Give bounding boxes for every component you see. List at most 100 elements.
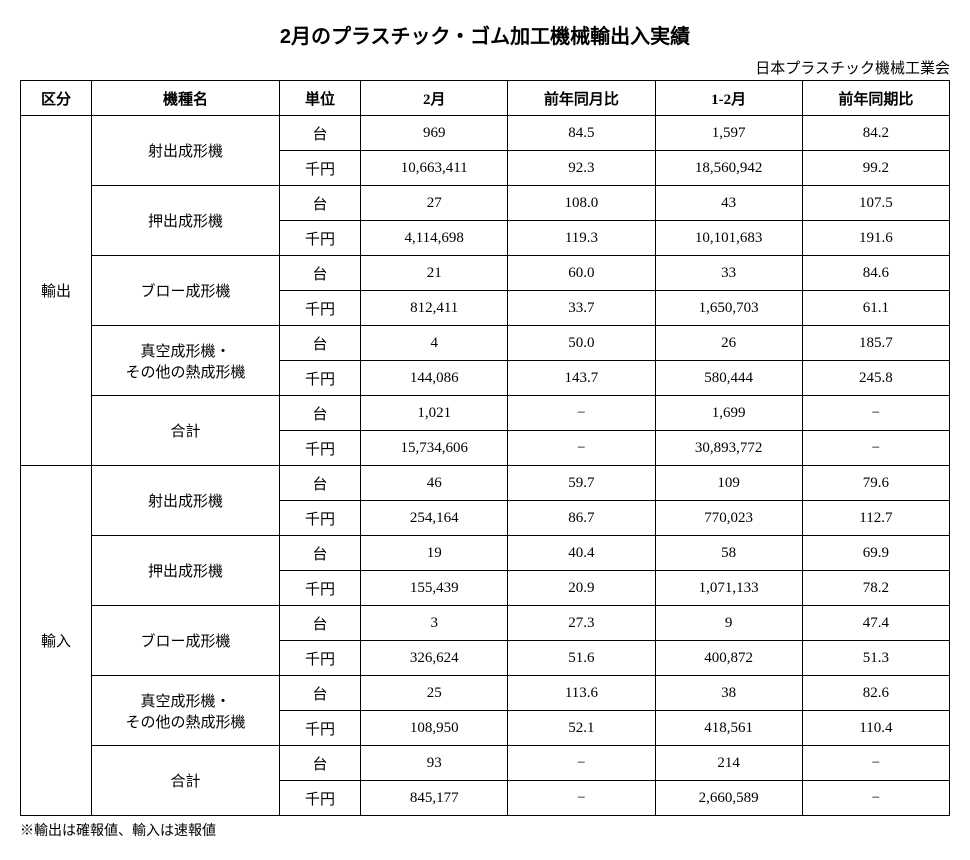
cell: 4,114,698 (361, 221, 508, 256)
cell: 326,624 (361, 641, 508, 676)
cell: 92.3 (508, 151, 655, 186)
unit-yen: 千円 (279, 781, 360, 816)
cell: 27.3 (508, 606, 655, 641)
cell: 51.6 (508, 641, 655, 676)
cell: − (508, 746, 655, 781)
cell: 110.4 (802, 711, 949, 746)
table-row: 真空成形機・ その他の熱成形機 台 25 113.6 38 82.6 (21, 676, 950, 711)
cell: 1,021 (361, 396, 508, 431)
cell: 30,893,772 (655, 431, 802, 466)
table-row: 輸入 射出成形機 台 46 59.7 109 79.6 (21, 466, 950, 501)
cell: 60.0 (508, 256, 655, 291)
cell: − (802, 781, 949, 816)
cell: 19 (361, 536, 508, 571)
cell: 51.3 (802, 641, 949, 676)
type-total: 合計 (92, 396, 280, 466)
cell: 770,023 (655, 501, 802, 536)
cell: 40.4 (508, 536, 655, 571)
cell: 43 (655, 186, 802, 221)
cell: 78.2 (802, 571, 949, 606)
type-blow: ブロー成形機 (92, 256, 280, 326)
cell: 9 (655, 606, 802, 641)
unit-count: 台 (279, 326, 360, 361)
cell: 52.1 (508, 711, 655, 746)
cell: 84.6 (802, 256, 949, 291)
type-extrusion: 押出成形機 (92, 536, 280, 606)
type-vacuum: 真空成形機・ その他の熱成形機 (92, 676, 280, 746)
cell: 84.5 (508, 116, 655, 151)
cell: 26 (655, 326, 802, 361)
unit-yen: 千円 (279, 291, 360, 326)
cell: 845,177 (361, 781, 508, 816)
type-vacuum: 真空成形機・ その他の熱成形機 (92, 326, 280, 396)
cell: − (802, 396, 949, 431)
cell: 108.0 (508, 186, 655, 221)
unit-yen: 千円 (279, 501, 360, 536)
cell: 18,560,942 (655, 151, 802, 186)
type-vacuum-line2: その他の熱成形機 (125, 365, 245, 381)
header-cumyoy: 前年同期比 (802, 81, 949, 116)
header-feb: 2月 (361, 81, 508, 116)
cell: 10,663,411 (361, 151, 508, 186)
category-export: 輸出 (21, 116, 92, 466)
table-row: 合計 台 1,021 − 1,699 − (21, 396, 950, 431)
cell: 84.2 (802, 116, 949, 151)
cell: 46 (361, 466, 508, 501)
cell: 254,164 (361, 501, 508, 536)
cell: 10,101,683 (655, 221, 802, 256)
cell: 27 (361, 186, 508, 221)
cell: 969 (361, 116, 508, 151)
cell: 214 (655, 746, 802, 781)
unit-yen: 千円 (279, 711, 360, 746)
cell: 33 (655, 256, 802, 291)
cell: 2,660,589 (655, 781, 802, 816)
unit-yen: 千円 (279, 571, 360, 606)
cell: 69.9 (802, 536, 949, 571)
unit-count: 台 (279, 116, 360, 151)
cell: 25 (361, 676, 508, 711)
cell: 3 (361, 606, 508, 641)
cell: 20.9 (508, 571, 655, 606)
cell: 21 (361, 256, 508, 291)
unit-count: 台 (279, 536, 360, 571)
cell: 61.1 (802, 291, 949, 326)
unit-yen: 千円 (279, 361, 360, 396)
type-blow: ブロー成形機 (92, 606, 280, 676)
cell: 107.5 (802, 186, 949, 221)
unit-yen: 千円 (279, 221, 360, 256)
header-cum: 1-2月 (655, 81, 802, 116)
table-row: ブロー成形機 台 21 60.0 33 84.6 (21, 256, 950, 291)
unit-count: 台 (279, 746, 360, 781)
type-vacuum-line1: 真空成形機・ (140, 694, 230, 710)
cell: 812,411 (361, 291, 508, 326)
cell: 119.3 (508, 221, 655, 256)
cell: − (802, 431, 949, 466)
cell: 59.7 (508, 466, 655, 501)
cell: 93 (361, 746, 508, 781)
cell: 82.6 (802, 676, 949, 711)
header-unit: 単位 (279, 81, 360, 116)
cell: 1,650,703 (655, 291, 802, 326)
cell: 155,439 (361, 571, 508, 606)
cell: 143.7 (508, 361, 655, 396)
header-yoy: 前年同月比 (508, 81, 655, 116)
cell: − (508, 396, 655, 431)
cell: 418,561 (655, 711, 802, 746)
table-row: 輸出 射出成形機 台 969 84.5 1,597 84.2 (21, 116, 950, 151)
cell: 4 (361, 326, 508, 361)
category-import: 輸入 (21, 466, 92, 816)
cell: 15,734,606 (361, 431, 508, 466)
table-row: 真空成形機・ その他の熱成形機 台 4 50.0 26 185.7 (21, 326, 950, 361)
unit-count: 台 (279, 396, 360, 431)
unit-count: 台 (279, 186, 360, 221)
cell: 185.7 (802, 326, 949, 361)
type-extrusion: 押出成形機 (92, 186, 280, 256)
table-row: ブロー成形機 台 3 27.3 9 47.4 (21, 606, 950, 641)
cell: 79.6 (802, 466, 949, 501)
unit-yen: 千円 (279, 151, 360, 186)
cell: 191.6 (802, 221, 949, 256)
header-type: 機種名 (92, 81, 280, 116)
table-row: 押出成形機 台 19 40.4 58 69.9 (21, 536, 950, 571)
cell: 113.6 (508, 676, 655, 711)
unit-count: 台 (279, 466, 360, 501)
